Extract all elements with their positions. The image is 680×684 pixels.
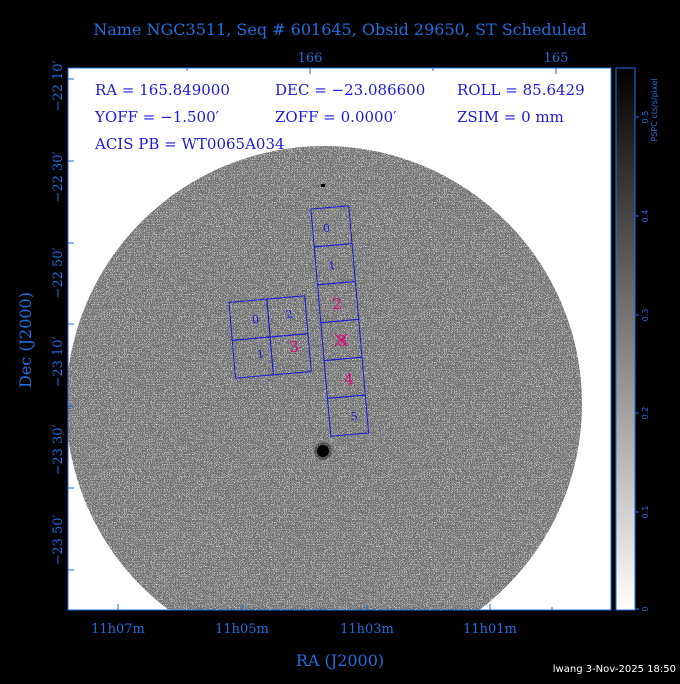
colorbar-tick-label: 0.5 [641, 111, 650, 124]
colorbar-tick-label: 0.4 [641, 210, 650, 223]
info-zoff: ZOFF = 0.0000′ [275, 108, 397, 126]
colorbar-ticks: 0.5 0.4 0.3 0.2 0.1 0 PSPC cts/s/pixel [635, 78, 659, 612]
chip-label-highlight: 3 [289, 338, 300, 357]
top-tick-label: 165 [544, 51, 569, 66]
chip-label-highlight: 2 [332, 295, 343, 314]
left-tick-label: −22 10′ [51, 60, 66, 111]
colorbar-tick-label: 0.2 [641, 407, 650, 420]
left-tick-label: −22 50′ [51, 247, 66, 298]
chip-label: 1 [257, 348, 265, 362]
footer-stamp: lwang 3-Nov-2025 18:50 [553, 664, 676, 675]
colorbar-tick-label: 0 [641, 606, 650, 611]
bottom-tick-label: 11h07m [91, 622, 145, 637]
left-tick-label: −22 30′ [51, 151, 66, 202]
x-axis-label: RA (J2000) [296, 651, 384, 670]
top-tick-label: 166 [298, 51, 323, 66]
top-axis: 166 165 [186, 51, 569, 74]
chip-box [269, 333, 312, 376]
chip-label-highlight: 4 [343, 370, 354, 389]
chip-label: 2 [285, 308, 293, 322]
info-ra: RA = 165.849000 [95, 81, 230, 99]
left-tick-label: −23 50′ [51, 514, 66, 565]
chip-label: 0 [323, 222, 331, 236]
colorbar-tick-label: 0.3 [641, 309, 650, 322]
info-zsim: ZSIM = 0 mm [457, 108, 564, 126]
chip-label: 0 [251, 313, 259, 327]
colorbar-tick-label: 0.1 [641, 506, 650, 519]
y-axis-label: Dec (J2000) [16, 292, 35, 388]
chip-label: 1 [328, 259, 336, 273]
info-dec: DEC = −23.086600 [275, 81, 425, 99]
info-yoff: YOFF = −1.500′ [94, 108, 220, 126]
sky-field [66, 146, 582, 620]
left-tick-label: −23 10′ [51, 336, 66, 387]
bottom-tick-label: 11h05m [215, 622, 269, 637]
acis-left-array: 0 2 1 3 [228, 295, 312, 379]
info-acis: ACIS PB = WT0065A034 [94, 135, 285, 153]
bottom-tick-label: 11h03m [340, 622, 394, 637]
bottom-axis: 11h07m 11h05m 11h03m 11h01m RA (J2000) [91, 604, 553, 670]
aimpoint-cross-icon [334, 333, 348, 347]
colorbar-label: PSPC cts/s/pixel [650, 78, 659, 141]
bright-source [317, 445, 329, 457]
left-tick-label: −23 30′ [51, 424, 66, 475]
plot-frame [67, 67, 612, 611]
colorbar [615, 67, 636, 611]
figure-title: Name NGC3511, Seq # 601645, Obsid 29650,… [93, 20, 587, 39]
bottom-tick-label: 11h01m [463, 622, 517, 637]
info-roll: ROLL = 85.6429 [457, 81, 585, 99]
chip-box [326, 394, 370, 437]
chip-label: 5 [350, 410, 358, 424]
left-axis: −22 10′ −22 30′ −22 50′ −23 10′ −23 30′ … [16, 60, 74, 571]
